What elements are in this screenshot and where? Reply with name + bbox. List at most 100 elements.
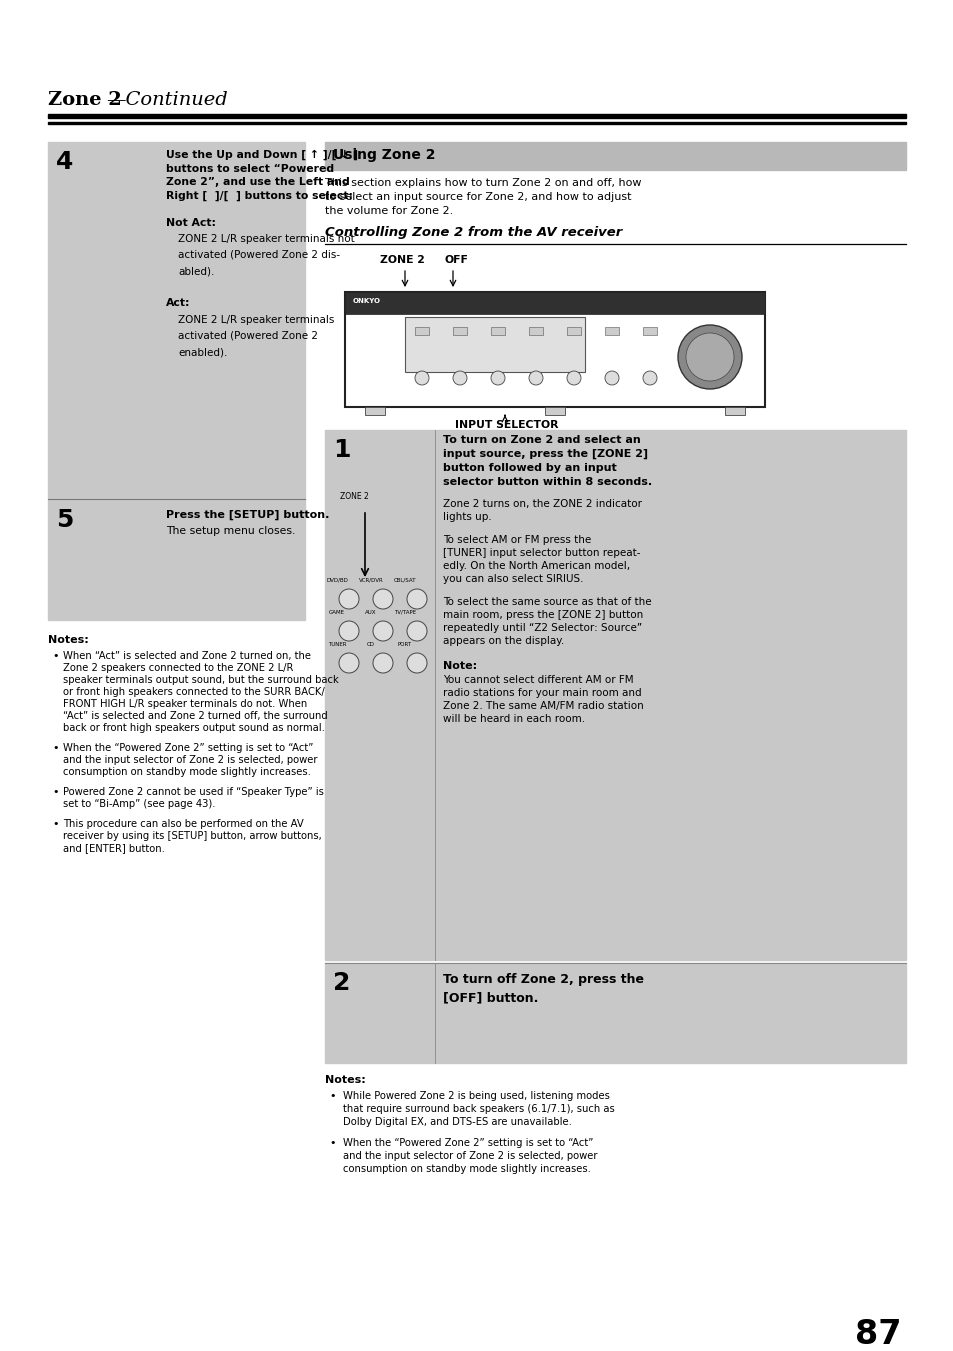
Text: FRONT HIGH L/R speaker terminals do not. When: FRONT HIGH L/R speaker terminals do not.…: [63, 698, 307, 709]
Text: OFF: OFF: [444, 255, 468, 265]
Text: VCR/DVR: VCR/DVR: [358, 578, 383, 584]
Bar: [325, 963, 905, 1063]
Text: This section explains how to turn Zone 2 on and off, how: This section explains how to turn Zone 2…: [325, 178, 640, 188]
Text: GAME: GAME: [329, 611, 345, 615]
Text: speaker terminals output sound, but the surround back: speaker terminals output sound, but the …: [63, 676, 338, 685]
Circle shape: [604, 372, 618, 385]
Bar: [529, 327, 542, 335]
Text: This procedure can also be performed on the AV: This procedure can also be performed on …: [63, 819, 303, 830]
Circle shape: [373, 621, 393, 640]
Text: Notes:: Notes:: [325, 1075, 365, 1085]
Text: ZONE 2: ZONE 2: [379, 255, 424, 265]
Text: When the “Powered Zone 2” setting is set to “Act”: When the “Powered Zone 2” setting is set…: [343, 1138, 593, 1148]
Text: When the “Powered Zone 2” setting is set to “Act”: When the “Powered Zone 2” setting is set…: [63, 743, 313, 753]
Text: repeatedly until “Z2 Selector: Source”: repeatedly until “Z2 Selector: Source”: [442, 623, 641, 634]
Text: lights up.: lights up.: [442, 512, 491, 521]
Text: back or front high speakers output sound as normal.: back or front high speakers output sound…: [63, 723, 325, 734]
Text: •: •: [52, 819, 58, 830]
Bar: [405, 317, 584, 372]
Circle shape: [415, 372, 429, 385]
Text: that require surround back speakers (6.1/7.1), such as: that require surround back speakers (6.1…: [343, 1104, 614, 1115]
Text: 2: 2: [333, 971, 350, 994]
Text: will be heard in each room.: will be heard in each room.: [442, 713, 584, 724]
Text: input source, press the [ZONE 2]: input source, press the [ZONE 2]: [442, 449, 647, 459]
Bar: [48, 500, 305, 620]
Bar: [642, 327, 657, 335]
Circle shape: [529, 372, 542, 385]
Text: consumption on standby mode slightly increases.: consumption on standby mode slightly inc…: [63, 767, 311, 777]
Text: When “Act” is selected and Zone 2 turned on, the: When “Act” is selected and Zone 2 turned…: [63, 651, 311, 661]
Text: selector button within 8 seconds.: selector button within 8 seconds.: [442, 477, 652, 486]
Text: Zone 2. The same AM/FM radio station: Zone 2. The same AM/FM radio station: [442, 701, 643, 711]
Bar: [415, 327, 429, 335]
Text: The setup menu closes.: The setup menu closes.: [166, 526, 295, 536]
Text: activated (Powered Zone 2: activated (Powered Zone 2: [178, 331, 317, 340]
Circle shape: [338, 589, 358, 609]
Text: To select AM or FM press the: To select AM or FM press the: [442, 535, 591, 544]
Text: To select the same source as that of the: To select the same source as that of the: [442, 597, 651, 607]
Circle shape: [678, 326, 741, 389]
Circle shape: [566, 372, 580, 385]
Text: Note:: Note:: [442, 661, 476, 671]
Text: [OFF] button.: [OFF] button.: [442, 992, 537, 1004]
Text: While Powered Zone 2 is being used, listening modes: While Powered Zone 2 is being used, list…: [343, 1092, 609, 1101]
Text: Zone 2”, and use the Left and: Zone 2”, and use the Left and: [166, 177, 350, 186]
Bar: [345, 292, 764, 313]
Bar: [566, 327, 580, 335]
Text: main room, press the [ZONE 2] button: main room, press the [ZONE 2] button: [442, 611, 642, 620]
Text: ZONE 2 L/R speaker terminals not: ZONE 2 L/R speaker terminals not: [178, 234, 355, 243]
Text: You cannot select different AM or FM: You cannot select different AM or FM: [442, 676, 633, 685]
Bar: [604, 327, 618, 335]
Text: AUX: AUX: [365, 611, 376, 615]
Circle shape: [407, 589, 427, 609]
Text: ONKYO: ONKYO: [353, 299, 380, 304]
Text: abled).: abled).: [178, 266, 214, 276]
Circle shape: [338, 653, 358, 673]
Text: To turn off Zone 2, press the: To turn off Zone 2, press the: [442, 973, 643, 986]
Text: edly. On the North American model,: edly. On the North American model,: [442, 561, 630, 571]
Text: •: •: [52, 788, 58, 797]
Text: and the input selector of Zone 2 is selected, power: and the input selector of Zone 2 is sele…: [343, 1151, 597, 1161]
Text: consumption on standby mode slightly increases.: consumption on standby mode slightly inc…: [343, 1165, 590, 1174]
Text: Not Act:: Not Act:: [166, 218, 215, 227]
Circle shape: [373, 653, 393, 673]
Text: [TUNER] input selector button repeat-: [TUNER] input selector button repeat-: [442, 549, 639, 558]
Text: Powered Zone 2 cannot be used if “Speaker Type” is: Powered Zone 2 cannot be used if “Speake…: [63, 788, 323, 797]
Bar: [48, 122, 905, 124]
Text: ZONE 2 L/R speaker terminals: ZONE 2 L/R speaker terminals: [178, 315, 334, 324]
Text: Press the [SETUP] button.: Press the [SETUP] button.: [166, 509, 329, 520]
Bar: [453, 327, 467, 335]
Bar: [325, 142, 905, 170]
Text: activated (Powered Zone 2 dis-: activated (Powered Zone 2 dis-: [178, 250, 340, 259]
Text: Notes:: Notes:: [48, 635, 89, 644]
Text: Zone 2 speakers connected to the ZONE 2 L/R: Zone 2 speakers connected to the ZONE 2 …: [63, 663, 294, 673]
Text: buttons to select “Powered: buttons to select “Powered: [166, 163, 334, 173]
Text: To turn on Zone 2 and select an: To turn on Zone 2 and select an: [442, 435, 640, 444]
Text: —Continued: —Continued: [106, 91, 228, 109]
Text: •: •: [329, 1138, 335, 1148]
Text: Zone 2: Zone 2: [48, 91, 122, 109]
Text: Act:: Act:: [166, 299, 191, 308]
Text: Use the Up and Down [ ↑ ]/[ ↓ ]: Use the Up and Down [ ↑ ]/[ ↓ ]: [166, 150, 357, 161]
Circle shape: [407, 621, 427, 640]
Circle shape: [642, 372, 657, 385]
Text: 5: 5: [56, 508, 73, 532]
Circle shape: [373, 589, 393, 609]
Text: the volume for Zone 2.: the volume for Zone 2.: [325, 205, 453, 216]
Text: set to “Bi-Amp” (see page 43).: set to “Bi-Amp” (see page 43).: [63, 798, 215, 809]
Text: Dolby Digital EX, and DTS-ES are unavailable.: Dolby Digital EX, and DTS-ES are unavail…: [343, 1117, 571, 1127]
Circle shape: [453, 372, 467, 385]
Circle shape: [407, 653, 427, 673]
Text: TUNER: TUNER: [328, 642, 346, 647]
Bar: [48, 113, 905, 118]
Text: TV/TAPE: TV/TAPE: [394, 611, 416, 615]
Text: “Act” is selected and Zone 2 turned off, the surround: “Act” is selected and Zone 2 turned off,…: [63, 711, 328, 721]
Text: 1: 1: [333, 438, 350, 462]
Text: •: •: [329, 1092, 335, 1101]
Text: radio stations for your main room and: radio stations for your main room and: [442, 688, 641, 698]
Text: CBL/SAT: CBL/SAT: [394, 578, 416, 584]
Text: appears on the display.: appears on the display.: [442, 636, 563, 646]
Text: button followed by an input: button followed by an input: [442, 463, 616, 473]
Text: you can also select SIRIUS.: you can also select SIRIUS.: [442, 574, 583, 584]
Text: DVD/BD: DVD/BD: [326, 578, 348, 584]
